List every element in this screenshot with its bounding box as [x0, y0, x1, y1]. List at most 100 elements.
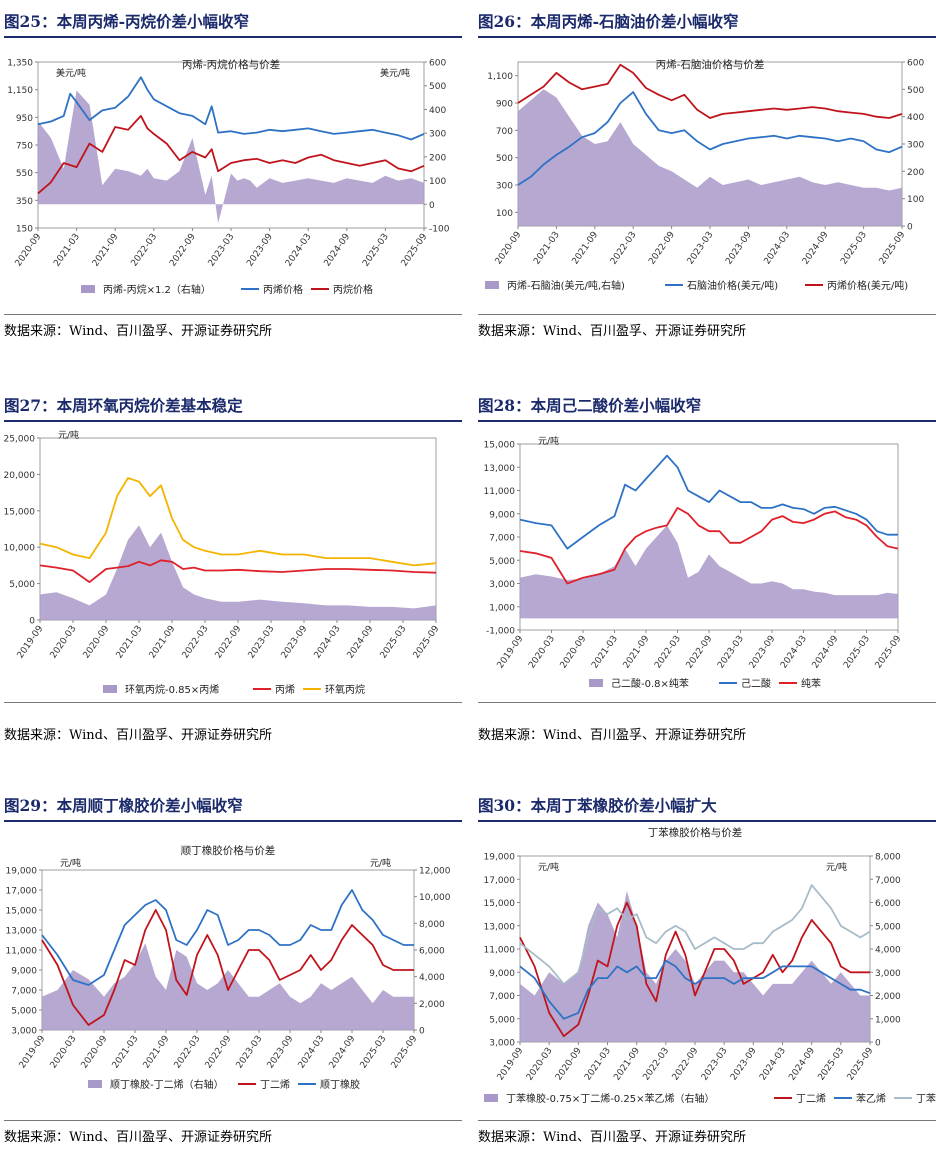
- x-tick-label: 2021-09: [622, 634, 652, 671]
- y-tick-label-left: 11,000: [6, 947, 38, 957]
- figure-title: 图25：本周丙烯-丙烷价差小幅收窄: [4, 12, 250, 31]
- figure-title: 图27：本周环氧丙烷价差基本稳定: [4, 396, 243, 415]
- y-tick-label-left: 3,000: [489, 580, 515, 590]
- unit-label-left: 元/吨: [60, 857, 81, 869]
- y-tick-label-left: 20,000: [4, 471, 36, 481]
- y-tick-label-left: 7,000: [489, 534, 515, 544]
- x-tick-label: 2024-03: [284, 232, 314, 269]
- y-tick-label-right: 400: [429, 106, 446, 116]
- x-tick-label: 2022-09: [685, 634, 715, 671]
- legend-label: 丙烯: [275, 683, 295, 696]
- x-tick-label: 2023-03: [686, 230, 716, 267]
- panel-fig25: 图25：本周丙烯-丙烷价差小幅收窄 1,350 1,150 950 750 550 350…: [4, 0, 462, 384]
- x-tick-label: 2022-09: [168, 232, 198, 269]
- y-tick-label-left: 750: [16, 142, 33, 152]
- x-tick-label: 2023-09: [266, 1034, 296, 1071]
- series-line-1: [519, 454, 898, 550]
- chart-title: 丁苯橡胶价格与价差: [648, 826, 743, 839]
- legend-label: 丁二烯: [260, 1078, 290, 1091]
- x-tick-label: 2025-09: [878, 230, 908, 267]
- series-line-1: [37, 76, 425, 141]
- y-tick-label-left: 150: [16, 225, 33, 235]
- legend-label: 己二酸-0.8×纯苯: [611, 677, 689, 690]
- y-tick-label-left: 0: [29, 617, 35, 627]
- legend-swatch-area: [88, 1080, 102, 1088]
- y-tick-label-left: 950: [16, 114, 33, 124]
- y-tick-label-left: 19,000: [484, 853, 516, 863]
- y-tick-label-right: 8,000: [875, 853, 901, 863]
- series-line-2: [517, 63, 903, 119]
- series-area-0: [520, 525, 898, 619]
- unit-label-right: 美元/吨: [380, 67, 410, 79]
- panel-fig28: 图28：本周己二酸价差小幅收窄 15,000 13,000 11,000 9,000 7…: [478, 384, 936, 768]
- y-tick-label-left: 10,000: [4, 544, 36, 554]
- y-tick-label-left: 13,000: [6, 927, 38, 937]
- y-tick-label-left: 1,150: [7, 86, 33, 96]
- legend: 己二酸-0.8×纯苯 己二酸 纯苯: [589, 677, 821, 690]
- y-tick-label-left: 1,100: [487, 72, 513, 82]
- series-line-2: [519, 507, 899, 585]
- x-tick-label: 2020-09: [82, 624, 112, 661]
- x-tick-label: 2025-03: [817, 1046, 847, 1083]
- x-tick-label: 2023-03: [247, 624, 277, 661]
- legend-label: 苯乙烯: [856, 1092, 886, 1105]
- y-tick-label-right: 300: [907, 141, 924, 151]
- chart-title: 丙烯-石脑油价格与价差: [656, 58, 765, 71]
- x-tick-label: 2019-09: [496, 1046, 526, 1083]
- series-area-0: [520, 890, 870, 1042]
- panel-fig26: 图26：本周丙烯-石脑油价差小幅收窄 1,100 900 700 500 300 100 6…: [478, 0, 936, 384]
- y-tick-label-left: 900: [496, 100, 513, 110]
- legend-swatch-area: [484, 1094, 498, 1102]
- figure-title: 图26：本周丙烯-石脑油价差小幅收窄: [478, 12, 739, 31]
- y-tick-label-left: 15,000: [4, 507, 36, 517]
- y-tick-label-right: 200: [907, 168, 924, 178]
- x-tick-label: 2020-03: [49, 1034, 79, 1071]
- title-rule: [478, 420, 936, 422]
- y-tick-label-right: 0: [429, 201, 435, 211]
- legend-swatch-area: [103, 685, 117, 693]
- series-line-2: [519, 959, 871, 1020]
- x-tick-label: 2024-09: [801, 230, 831, 267]
- bottom-rule: [4, 702, 462, 703]
- y-tick-label-left: 350: [16, 197, 33, 207]
- y-tick-label-right: 5,000: [875, 922, 901, 932]
- x-tick-label: 2024-03: [297, 1034, 327, 1071]
- x-tick-label: 2021-09: [142, 1034, 172, 1071]
- y-tick-label-left: 7,000: [489, 992, 515, 1002]
- y-tick-label-left: 9,000: [11, 967, 37, 977]
- x-tick-label: 2021-03: [115, 624, 145, 661]
- legend: 顺丁橡胶-丁二烯（右轴） 丁二烯 顺丁橡胶: [88, 1078, 360, 1091]
- y-tick-label-left: 17,000: [484, 876, 516, 886]
- series-line-1: [41, 909, 414, 1026]
- x-tick-label: 2025-09: [874, 634, 904, 671]
- y-tick-label-right: 600: [907, 59, 924, 69]
- x-tick-label: 2024-09: [346, 624, 376, 661]
- figure-title: 图28：本周己二酸价差小幅收窄: [478, 396, 702, 415]
- x-tick-label: 2022-09: [671, 1046, 701, 1083]
- y-tick-label-right: 4,000: [875, 946, 901, 956]
- data-source: 数据来源：Wind、百川盈孚、开源证券研究所: [478, 728, 746, 743]
- data-source: 数据来源：Wind、百川盈孚、开源证券研究所: [478, 324, 746, 339]
- x-tick-label: 2025-09: [846, 1046, 876, 1083]
- legend-label: 丙烯-丙烷×1.2（右轴）: [103, 283, 211, 296]
- y-tick-label-right: 600: [429, 59, 446, 69]
- data-source: 数据来源：Wind、百川盈孚、开源证券研究所: [4, 728, 272, 743]
- y-tick-label-right: 200: [429, 153, 446, 163]
- x-tick-label: 2024-03: [758, 1046, 788, 1083]
- bottom-rule: [4, 1120, 462, 1121]
- y-tick-label-left: 5,000: [489, 557, 515, 567]
- x-tick-label: 2020-09: [559, 634, 589, 671]
- y-tick-label-right: 100: [907, 195, 924, 205]
- x-tick-label: 2022-03: [642, 1046, 672, 1083]
- series-line-2: [37, 115, 425, 195]
- x-tick-label: 2023-03: [235, 1034, 265, 1071]
- x-tick-label: 2025-09: [400, 232, 430, 269]
- data-source: 数据来源：Wind、百川盈孚、开源证券研究所: [4, 324, 272, 339]
- x-tick-label: 2024-09: [328, 1034, 358, 1071]
- x-tick-label: 2022-03: [129, 232, 159, 269]
- y-tick-label-right: 400: [907, 113, 924, 123]
- y-tick-label-left: 7,000: [11, 987, 37, 997]
- series-area-0: [42, 943, 414, 1030]
- x-tick-label: 2025-03: [839, 230, 869, 267]
- x-tick-label: 2021-03: [52, 232, 82, 269]
